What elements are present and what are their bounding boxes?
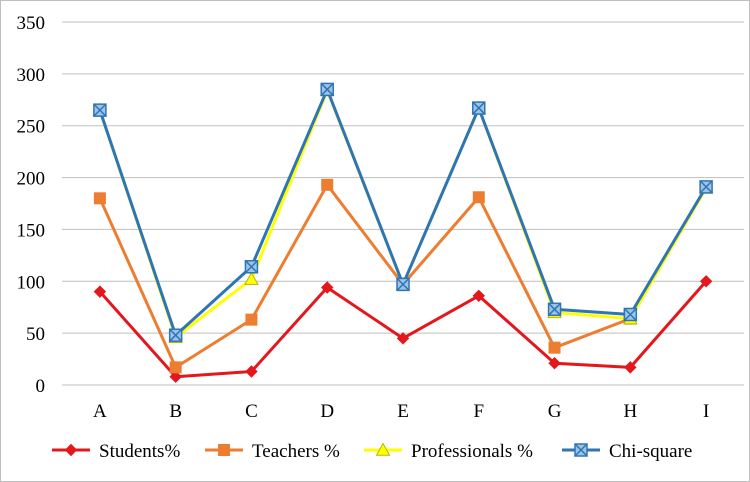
data-point xyxy=(93,192,106,205)
x-tick-label: F xyxy=(473,401,484,422)
data-point xyxy=(396,277,410,292)
x-tick-label: H xyxy=(623,401,637,422)
x-axis-ticks: A B C D E F G H I xyxy=(93,401,709,422)
series-markers xyxy=(92,82,714,383)
x-tick-label: D xyxy=(320,401,334,422)
legend-marker xyxy=(218,444,230,456)
y-tick-label: 0 xyxy=(36,376,46,397)
x-tick-label: B xyxy=(169,401,182,422)
legend-marker xyxy=(574,443,588,457)
data-point xyxy=(699,275,713,288)
data-point xyxy=(321,281,334,294)
data-point xyxy=(321,178,334,191)
x-tick-label: A xyxy=(93,401,107,422)
data-point xyxy=(624,361,637,374)
y-tick-label: 250 xyxy=(17,117,46,138)
data-point xyxy=(93,285,107,298)
data-point xyxy=(699,180,713,194)
data-point xyxy=(93,103,107,117)
data-point xyxy=(168,328,183,342)
legend-item: Professionals % xyxy=(364,441,533,462)
legend: Students% Teachers % Professionals % Chi-sq… xyxy=(52,441,692,462)
legend-item: Chi-square xyxy=(562,441,692,462)
legend-label: Teachers % xyxy=(252,441,340,462)
series-line-3 xyxy=(98,88,708,339)
x-tick-label: G xyxy=(548,401,562,422)
data-point xyxy=(472,101,486,115)
y-tick-label: 150 xyxy=(17,220,46,241)
data-point xyxy=(169,361,182,374)
data-point xyxy=(548,341,561,354)
data-point xyxy=(472,191,485,204)
x-tick-label: I xyxy=(703,401,709,422)
data-point xyxy=(547,302,562,317)
legend-label: Professionals % xyxy=(411,441,533,462)
y-tick-label: 200 xyxy=(17,169,46,190)
data-point xyxy=(320,82,334,97)
data-point xyxy=(396,332,410,345)
data-point xyxy=(548,357,561,370)
legend-label: Students% xyxy=(99,441,180,462)
x-tick-label: E xyxy=(397,401,409,422)
legend-item: Students% xyxy=(52,441,180,462)
data-point xyxy=(245,313,258,326)
data-point xyxy=(169,370,182,383)
x-tick-label: C xyxy=(245,401,258,422)
legend-marker xyxy=(64,443,78,457)
data-point xyxy=(623,307,638,322)
data-point xyxy=(244,260,259,274)
legend-marker xyxy=(375,442,391,456)
data-point xyxy=(245,365,258,378)
legend-label: Chi-square xyxy=(609,441,692,462)
y-tick-label: 100 xyxy=(17,272,46,293)
y-tick-label: 50 xyxy=(26,324,45,345)
y-axis-ticks: 0 50 100 150 200 250 300 350 xyxy=(17,13,46,397)
series-line-1 xyxy=(98,280,708,379)
data-point xyxy=(244,271,259,285)
y-tick-label: 300 xyxy=(17,65,46,86)
y-tick-label: 350 xyxy=(17,13,46,34)
data-point xyxy=(472,289,485,303)
legend-item: Teachers % xyxy=(205,441,340,462)
gridlines xyxy=(62,21,744,386)
series-line-4 xyxy=(98,87,708,337)
